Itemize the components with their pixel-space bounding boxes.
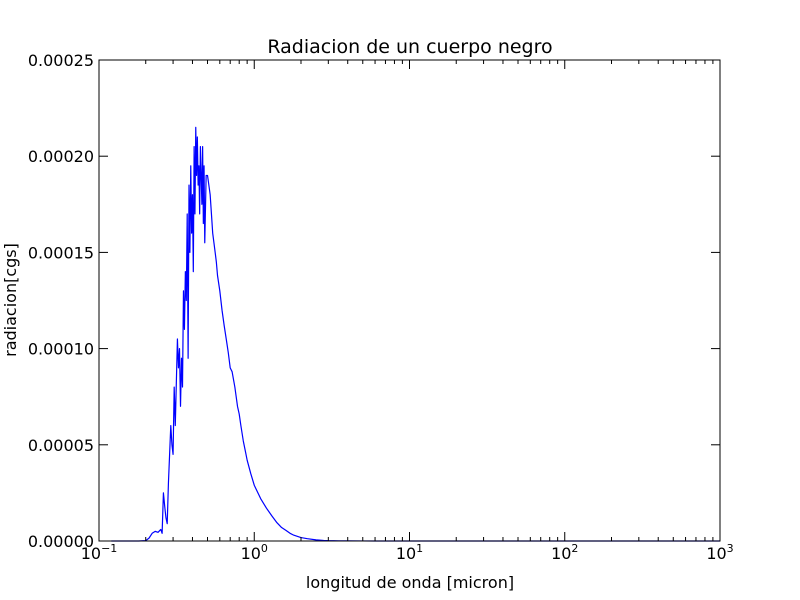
y-tick-label: 0.00025 <box>28 51 94 70</box>
y-tick-label: 0.00000 <box>28 532 94 551</box>
y-tick-label: 0.00015 <box>28 243 94 262</box>
x-axis-label: longitud de onda [micron] <box>306 573 514 592</box>
x-tick-label: 10−1 <box>81 542 118 563</box>
plot-area <box>99 60 720 541</box>
chart-title: Radiacion de un cuerpo negro <box>267 36 552 58</box>
ticks-layer <box>98 59 721 542</box>
axes-background <box>99 60 720 541</box>
y-tick-label: 0.00020 <box>28 147 94 166</box>
y-axis-label: radiacion[cgs] <box>1 243 20 357</box>
x-tick-label: 101 <box>396 542 423 563</box>
x-tick-label: 103 <box>706 542 733 563</box>
tick-labels-layer: 10−1 100 101 102 103 0.00000 0.00005 0.00010 0.0… <box>28 51 734 563</box>
x-tick-label: 100 <box>241 542 268 563</box>
y-tick-label: 0.00010 <box>28 340 94 359</box>
y-tick-label: 0.00005 <box>28 436 94 455</box>
series-layer <box>111 126 720 542</box>
series-line-0 <box>111 126 720 542</box>
x-tick-label: 102 <box>551 542 578 563</box>
